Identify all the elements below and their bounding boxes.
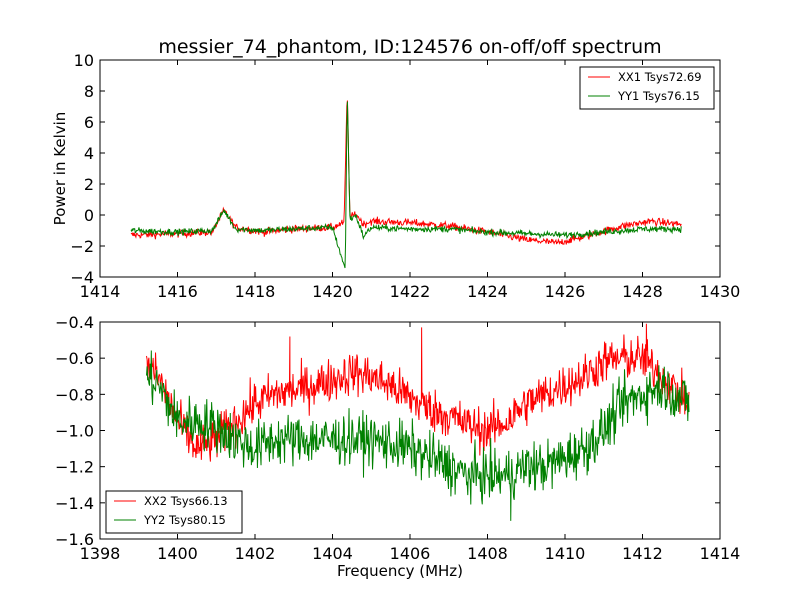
x-tick-label: 1414 [80,282,121,301]
y-tick-label: −1.2 [55,458,94,477]
legend-entry: YY1 Tsys76.15 [617,89,700,103]
y-tick-label: −2 [70,237,94,256]
y-tick-label: 2 [84,175,94,194]
legend-entry: XX2 Tsys66.13 [144,494,228,508]
x-tick-label: 1416 [157,282,198,301]
x-tick-label: 1428 [622,282,663,301]
y-tick-label: 4 [84,144,94,163]
y-tick-label: 6 [84,113,94,132]
series-line-bottom-1 [146,323,690,462]
y-tick-label: −0.4 [55,313,94,332]
x-tick-label: 1412 [622,544,663,563]
x-tick-label: 1430 [700,282,741,301]
legend-box [105,490,243,534]
plot-area-top [130,100,682,269]
x-tick-label: 1404 [312,544,353,563]
y-tick-label: −0.8 [55,385,94,404]
chart-panels: 1414 1416 1418 1420 1422 1424 1426 1428 1430 −4 −2… [51,51,740,580]
x-axis-label: Frequency (MHz) [337,562,463,580]
x-tick-label: 1414 [700,544,741,563]
series-line-top-2 [130,101,682,269]
x-tick-label: 1424 [467,282,508,301]
legend-box [579,66,715,110]
y-tick-label: 10 [74,51,94,70]
y-tick-label: −4 [70,268,94,287]
x-tick-label: 1426 [545,282,586,301]
y-tick-label: 0 [84,206,94,225]
x-tick-label: 1400 [157,544,198,563]
y-tick-label: −0.6 [55,349,94,368]
y-axis-bottom: −1.6 −1.4 −1.2 −1.0 −0.8 −0.6 −0.4 [55,313,720,549]
legend-bottom: XX2 Tsys66.13 YY2 Tsys80.15 [105,490,243,534]
x-tick-label: 1408 [467,544,508,563]
x-tick-label: 1410 [545,544,586,563]
x-tick-label: 1418 [235,282,276,301]
x-tick-label: 1402 [235,544,276,563]
x-axis-top: 1414 1416 1418 1420 1422 1424 1426 1428 1430 [80,60,741,301]
y-tick-label: 8 [84,82,94,101]
figure-title: messier_74_phantom, ID:124576 on-off/off… [158,36,661,58]
y-tick-label: −1.6 [55,530,94,549]
x-tick-label: 1422 [390,282,431,301]
chart-panel-bottom: 1398 1400 1402 1404 1406 1408 1410 1412 1414−1.6… [55,313,740,580]
y-axis-label: Power in Kelvin [51,112,69,226]
x-tick-label: 1420 [312,282,353,301]
x-axis-bottom: 1398 1400 1402 1404 1406 1408 1410 1412 1414 [80,322,741,563]
x-tick-label: 1406 [390,544,431,563]
y-tick-label: −1.4 [55,494,94,513]
legend-top: XX1 Tsys72.69 YY1 Tsys76.15 [579,66,715,110]
y-tick-label: −1.0 [55,422,94,441]
series-line-bottom-2 [146,350,690,521]
legend-entry: YY2 Tsys80.15 [143,513,226,527]
plot-area-bottom [146,323,690,521]
y-axis-top: −4 −2 0 2 4 6 8 10 [70,51,720,287]
x-tick-label: 1398 [80,544,121,563]
chart-panel-top: 1414 1416 1418 1420 1422 1424 1426 1428 1430 −4 −2… [51,51,740,301]
legend-entry: XX1 Tsys72.69 [618,70,702,84]
